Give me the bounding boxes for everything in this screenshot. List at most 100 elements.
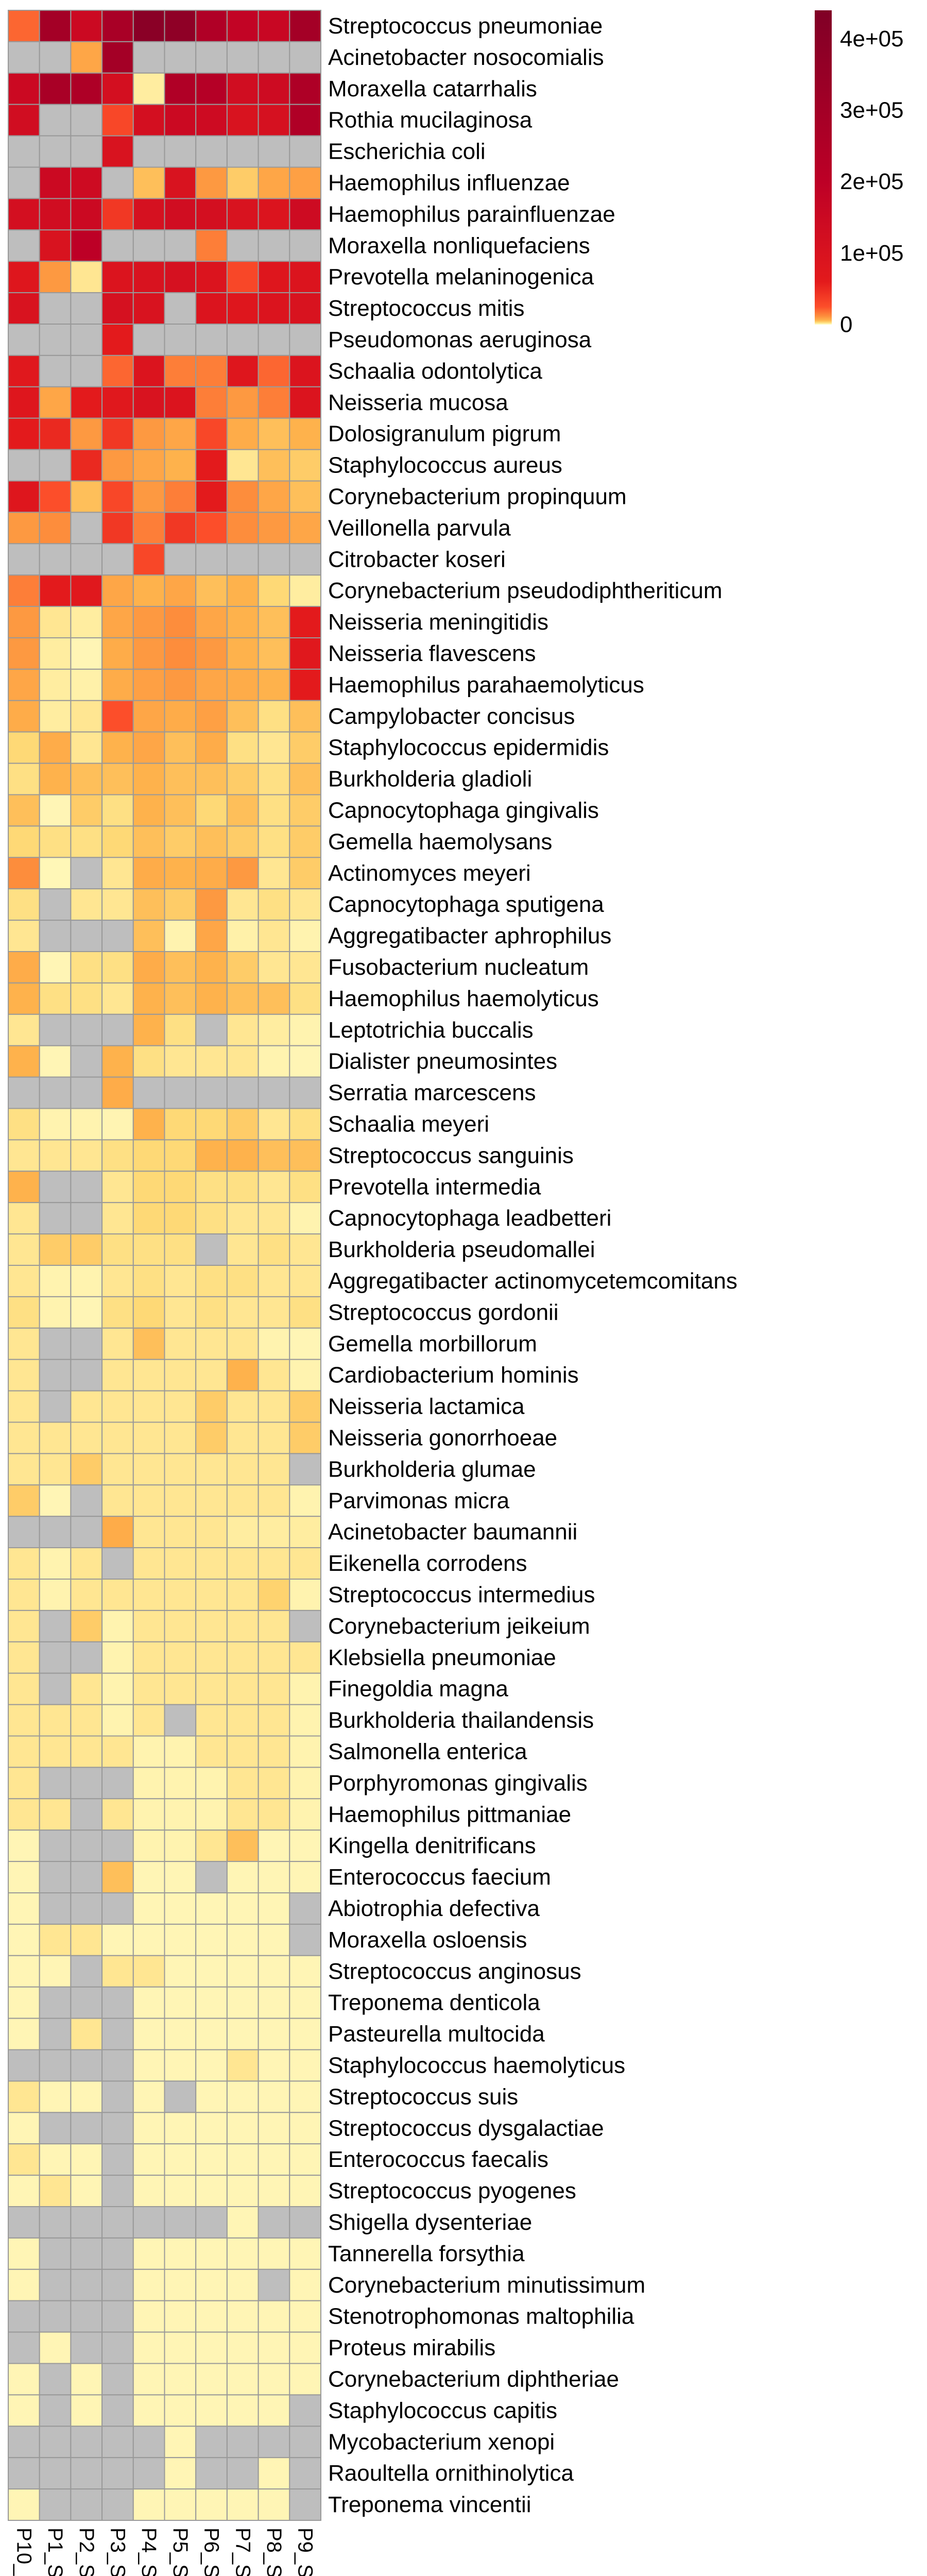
row-label: Rothia mucilaginosa bbox=[328, 108, 533, 133]
cell bbox=[8, 1484, 40, 1517]
cell bbox=[70, 951, 103, 984]
cell bbox=[132, 1735, 165, 1768]
cell bbox=[289, 1390, 321, 1423]
cell bbox=[8, 1013, 40, 1046]
na-cell bbox=[101, 2457, 134, 2490]
cell bbox=[195, 1327, 228, 1360]
na-cell bbox=[132, 1076, 165, 1109]
cell bbox=[132, 1986, 165, 2019]
cell bbox=[289, 1139, 321, 1172]
cell bbox=[8, 2018, 40, 2050]
cell bbox=[164, 1484, 197, 1517]
cell bbox=[8, 261, 40, 294]
cell bbox=[289, 2143, 321, 2176]
na-cell bbox=[101, 229, 134, 262]
cell bbox=[39, 1798, 72, 1831]
na-cell bbox=[39, 104, 72, 137]
cell bbox=[164, 2018, 197, 2050]
cell bbox=[195, 857, 228, 890]
cell bbox=[195, 417, 228, 450]
na-cell bbox=[8, 41, 40, 74]
cell bbox=[289, 2049, 321, 2082]
cell bbox=[8, 668, 40, 701]
color-legend bbox=[815, 10, 832, 325]
na-cell bbox=[132, 2457, 165, 2490]
na-cell bbox=[195, 324, 228, 356]
cell bbox=[226, 1579, 259, 1611]
cell bbox=[132, 104, 165, 137]
na-cell bbox=[8, 1516, 40, 1549]
cell bbox=[39, 2143, 72, 2176]
na-cell bbox=[289, 1609, 321, 1642]
cell bbox=[258, 920, 290, 952]
cell bbox=[195, 2080, 228, 2113]
row-label: Capnocytophaga sputigena bbox=[328, 892, 604, 917]
cell bbox=[164, 72, 197, 105]
cell bbox=[8, 606, 40, 638]
cell bbox=[195, 982, 228, 1015]
cell bbox=[289, 1579, 321, 1611]
na-cell bbox=[70, 2206, 103, 2239]
row-label: Streptococcus mitis bbox=[328, 296, 524, 321]
cell bbox=[226, 637, 259, 670]
cell bbox=[39, 1484, 72, 1517]
cell bbox=[164, 2112, 197, 2145]
cell bbox=[101, 1798, 134, 1831]
cell bbox=[226, 1171, 259, 1204]
cell bbox=[101, 825, 134, 858]
cell bbox=[39, 637, 72, 670]
cell bbox=[195, 2268, 228, 2301]
cell bbox=[226, 1139, 259, 1172]
cell bbox=[289, 104, 321, 137]
cell bbox=[39, 1296, 72, 1329]
cell bbox=[8, 292, 40, 325]
cell bbox=[258, 480, 290, 513]
cell bbox=[101, 794, 134, 827]
cell bbox=[258, 1798, 290, 1831]
cell bbox=[226, 1296, 259, 1329]
cell bbox=[258, 512, 290, 545]
cell bbox=[258, 386, 290, 419]
cell bbox=[101, 449, 134, 482]
cell bbox=[132, 1421, 165, 1454]
cell bbox=[101, 1045, 134, 1078]
cell bbox=[8, 1704, 40, 1737]
cell bbox=[289, 1735, 321, 1768]
na-cell bbox=[289, 2426, 321, 2459]
legend-tick-label: 3e+05 bbox=[840, 98, 904, 123]
cell bbox=[195, 2143, 228, 2176]
cell bbox=[164, 2331, 197, 2364]
column-label: P8_S9 bbox=[263, 2528, 285, 2576]
na-cell bbox=[226, 543, 259, 576]
row-label: Staphylococcus epidermidis bbox=[328, 735, 609, 760]
na-cell bbox=[39, 543, 72, 576]
na-cell bbox=[258, 41, 290, 74]
cell bbox=[226, 166, 259, 199]
cell bbox=[164, 2394, 197, 2427]
na-cell bbox=[39, 354, 72, 387]
cell bbox=[70, 2143, 103, 2176]
cell bbox=[132, 668, 165, 701]
row-label: Tannerella forsythia bbox=[328, 2241, 525, 2266]
cell bbox=[289, 417, 321, 450]
legend-tick-label: 2e+05 bbox=[840, 169, 904, 194]
na-cell bbox=[289, 1923, 321, 1956]
cell bbox=[101, 198, 134, 231]
cell bbox=[164, 731, 197, 764]
row-label: Moraxella nonliquefaciens bbox=[328, 233, 590, 258]
row-label: Shigella dysenteriae bbox=[328, 2210, 532, 2235]
cell bbox=[101, 135, 134, 168]
cell bbox=[101, 1202, 134, 1235]
na-cell bbox=[258, 543, 290, 576]
na-cell bbox=[101, 166, 134, 199]
cell bbox=[258, 2363, 290, 2396]
cell bbox=[101, 1108, 134, 1141]
cell bbox=[289, 1359, 321, 1392]
cell bbox=[195, 1672, 228, 1705]
row-label: Streptococcus dysgalactiae bbox=[328, 2115, 604, 2141]
cell bbox=[258, 2488, 290, 2521]
cell bbox=[195, 104, 228, 137]
cell bbox=[164, 825, 197, 858]
cell bbox=[39, 1955, 72, 1988]
cell bbox=[8, 104, 40, 137]
